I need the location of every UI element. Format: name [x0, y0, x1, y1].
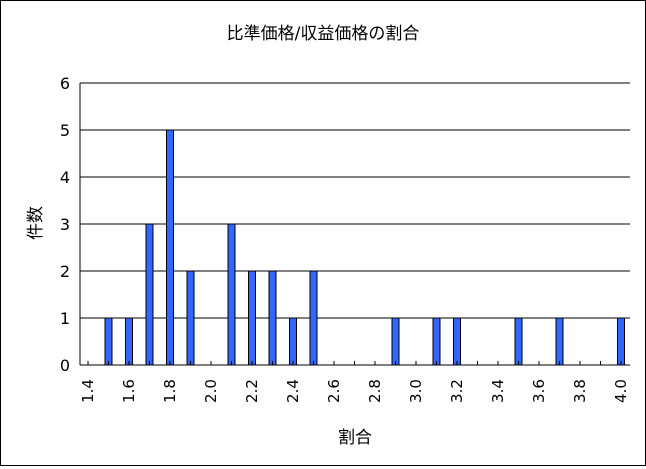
- bar: [166, 129, 174, 366]
- y-tick-label: 5: [60, 121, 70, 140]
- bar: [514, 317, 523, 366]
- y-tick-label: 0: [60, 356, 70, 375]
- x-tick-label: 3.0: [407, 379, 425, 403]
- x-tick-label: 2.0: [202, 379, 220, 403]
- x-tick-label: 3.4: [489, 379, 507, 403]
- bar: [391, 317, 400, 366]
- x-tick-label: 1.6: [120, 379, 138, 403]
- grid-lines: [80, 82, 630, 319]
- x-tick-labels: 1.4 1.6 1.8 2.0 2.2 2.4 2.6 2.8 3.0 3.2 3.4 3.6 3.8 4…: [79, 379, 630, 403]
- y-tick-label: 3: [60, 215, 70, 234]
- y-tick-label: 6: [60, 74, 70, 93]
- x-tick-label: 1.8: [161, 379, 179, 403]
- x-tick-label: 2.8: [366, 379, 384, 403]
- bar: [125, 317, 133, 366]
- x-tick-label: 2.6: [325, 379, 343, 403]
- bar: [227, 223, 236, 366]
- bar: [432, 317, 441, 366]
- x-tick-label: 2.2: [243, 379, 261, 403]
- x-tick-label: 3.2: [448, 379, 466, 403]
- bar: [268, 270, 277, 366]
- chart-title: 比準価格/収益価格の割合: [227, 24, 420, 44]
- bar: [555, 317, 564, 366]
- x-tick-label: 4.0: [612, 379, 630, 403]
- x-axis-label: 割合: [338, 428, 372, 448]
- bar: [453, 317, 461, 366]
- bar: [617, 317, 625, 366]
- bar: [104, 317, 113, 366]
- y-axis-label: 件数: [26, 206, 46, 240]
- x-tick-label: 3.6: [530, 379, 548, 403]
- y-tick-labels: 0 1 2 3 4 5 6: [60, 74, 70, 375]
- x-tick-label: 2.4: [284, 379, 302, 403]
- bar: [145, 223, 154, 366]
- y-tick-label: 4: [60, 168, 70, 187]
- bar: [248, 270, 256, 366]
- axes: [79, 83, 630, 366]
- x-tick-label: 3.8: [571, 379, 589, 403]
- bar: [289, 317, 297, 366]
- y-tick-label: 2: [60, 262, 70, 281]
- y-tick-label: 1: [60, 309, 70, 328]
- bars: [104, 129, 625, 366]
- x-tick-label: 1.4: [79, 379, 97, 403]
- bar: [309, 270, 318, 366]
- bar: [186, 270, 195, 366]
